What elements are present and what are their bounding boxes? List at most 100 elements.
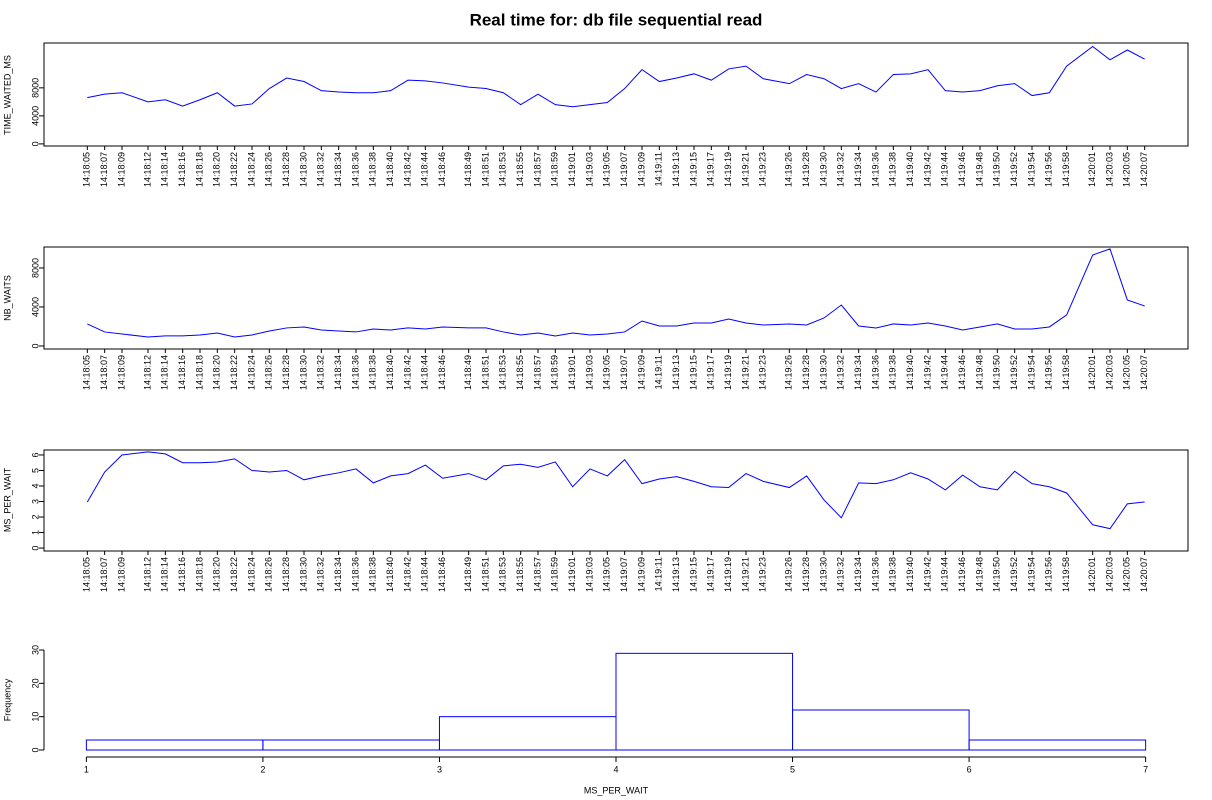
x-tick-label: 14:18:07 — [99, 355, 109, 390]
x-tick-label: 14:18:55 — [515, 152, 525, 187]
y-tick-label: 0 — [30, 546, 40, 551]
x-tick-label: 14:18:07 — [99, 557, 109, 592]
y-axis-label: MS_PER_WAIT — [2, 467, 12, 532]
y-tick-label: 8000 — [30, 78, 40, 98]
x-tick-label: 14:19:38 — [888, 355, 898, 390]
x-tick-label: 14:18:57 — [532, 355, 542, 390]
x-tick-label: 14:19:07 — [619, 152, 629, 187]
x-tick-label: 14:19:54 — [1026, 355, 1036, 390]
x-tick-label: 14:19:34 — [853, 557, 863, 592]
plot-box — [43, 449, 1189, 552]
x-tick-label: 14:20:05 — [1122, 557, 1132, 592]
x-tick-label: 14:19:40 — [905, 152, 915, 187]
x-tick-label: 14:19:40 — [905, 557, 915, 592]
data-line — [86, 451, 1145, 530]
y-tick-label: 8000 — [30, 258, 40, 278]
x-tick-label: 14:19:50 — [992, 557, 1002, 592]
x-tick-label: 14:18:38 — [368, 355, 378, 390]
x-tick-label: 14:19:09 — [636, 152, 646, 187]
x-tick-label: 14:20:05 — [1122, 355, 1132, 390]
x-tick-label: 14:19:34 — [853, 152, 863, 187]
x-tick-label: 14:18:32 — [316, 152, 326, 187]
x-tick-label: 14:18:18 — [194, 152, 204, 187]
x-tick-label: 14:18:30 — [298, 152, 308, 187]
y-tick-label: 1 — [30, 530, 40, 535]
y-tick-label: 20 — [30, 678, 40, 688]
x-tick-label: 14:19:30 — [818, 152, 828, 187]
x-tick-label: 14:18:28 — [281, 355, 291, 390]
x-tick-label: 14:19:01 — [567, 152, 577, 187]
x-tick-label: 14:19:03 — [584, 557, 594, 592]
x-tick-label: 14:18:38 — [368, 152, 378, 187]
x-tick-label: 14:19:03 — [584, 355, 594, 390]
x-tick-label: 14:19:23 — [758, 152, 768, 187]
x-tick-label: 14:19:15 — [688, 557, 698, 592]
x-tick-label: 14:19:28 — [801, 355, 811, 390]
x-tick-label: 14:19:50 — [992, 152, 1002, 187]
x-tick-label: 14:19:42 — [922, 355, 932, 390]
x-tick-label: 14:19:05 — [602, 152, 612, 187]
y-axis-label: Frequency — [2, 678, 12, 721]
y-tick-label: 4000 — [30, 106, 40, 126]
x-tick-label: 14:18:22 — [229, 152, 239, 187]
x-tick-label: 14:18:53 — [498, 355, 508, 390]
x-tick-label: 14:18:22 — [229, 557, 239, 592]
x-tick-label: 14:18:22 — [229, 355, 239, 390]
x-tick-label: 14:18:18 — [194, 557, 204, 592]
x-tick-label: 14:18:53 — [498, 152, 508, 187]
x-tick-label: 14:19:36 — [870, 557, 880, 592]
y-axis-label: NB_WAITS — [2, 275, 12, 321]
x-tick-label: 14:18:05 — [82, 152, 92, 187]
x-tick-label: 14:19:19 — [723, 152, 733, 187]
x-tick-label: 14:18:26 — [264, 557, 274, 592]
x-tick-label: 14:19:13 — [671, 557, 681, 592]
plot-box — [43, 246, 1189, 350]
x-tick-label: 14:19:05 — [602, 355, 612, 390]
x-tick-label: 14:19:13 — [671, 152, 681, 187]
histogram-bar — [262, 739, 440, 751]
x-tick-label: 14:19:17 — [706, 152, 716, 187]
x-tick-label: 14:19:11 — [654, 557, 664, 591]
x-tick-label: 14:18:51 — [480, 557, 490, 592]
data-line — [87, 248, 1145, 338]
x-tick-label: 2 — [260, 764, 265, 774]
x-tick-label: 14:18:26 — [264, 355, 274, 390]
x-tick-label: 14:18:34 — [333, 152, 343, 187]
histogram-bar — [615, 652, 794, 751]
x-tick-label: 14:19:21 — [740, 557, 750, 592]
x-tick-label: 14:18:28 — [281, 152, 291, 187]
x-tick-label: 3 — [437, 764, 442, 774]
x-tick-label: 14:18:16 — [177, 557, 187, 592]
x-tick-label: 14:18:59 — [550, 557, 560, 592]
y-tick-label: 0 — [30, 343, 40, 348]
x-tick-label: 14:20:03 — [1104, 152, 1114, 187]
x-tick-label: 14:19:17 — [706, 557, 716, 592]
x-tick-label: 14:18:55 — [515, 355, 525, 390]
x-tick-label: 14:19:48 — [974, 355, 984, 390]
x-tick-label: 14:18:26 — [264, 152, 274, 187]
x-tick-label: 14:19:36 — [870, 152, 880, 187]
x-tick-label: 14:18:18 — [194, 355, 204, 390]
x-tick-label: 14:19:15 — [688, 152, 698, 187]
x-tick-label: 14:18:40 — [385, 557, 395, 592]
x-tick-label: 14:19:56 — [1044, 355, 1054, 390]
x-tick-label: 14:18:53 — [498, 557, 508, 592]
x-tick-label: 14:18:12 — [142, 557, 152, 592]
x-tick-label: 14:19:44 — [940, 557, 950, 592]
x-tick-label: 14:20:07 — [1139, 152, 1149, 187]
histogram-bar — [438, 716, 617, 751]
x-tick-label: 14:19:58 — [1061, 557, 1071, 592]
x-tick-label: 14:20:03 — [1104, 355, 1114, 390]
x-tick-label: 14:19:42 — [922, 557, 932, 592]
y-axis-label: TIME_WAITED_MS — [2, 55, 12, 135]
x-tick-label: 14:19:54 — [1026, 557, 1036, 592]
x-tick-label: 14:18:34 — [333, 557, 343, 592]
x-tick-label: 14:18:24 — [246, 152, 256, 187]
x-tick-label: 14:19:07 — [619, 557, 629, 592]
x-tick-label: 14:18:46 — [437, 557, 447, 592]
x-tick-label: 14:18:44 — [420, 355, 430, 390]
x-tick-label: 14:18:14 — [160, 557, 170, 592]
y-tick-label: 0 — [30, 747, 40, 752]
x-tick-label: 14:19:52 — [1009, 152, 1019, 187]
